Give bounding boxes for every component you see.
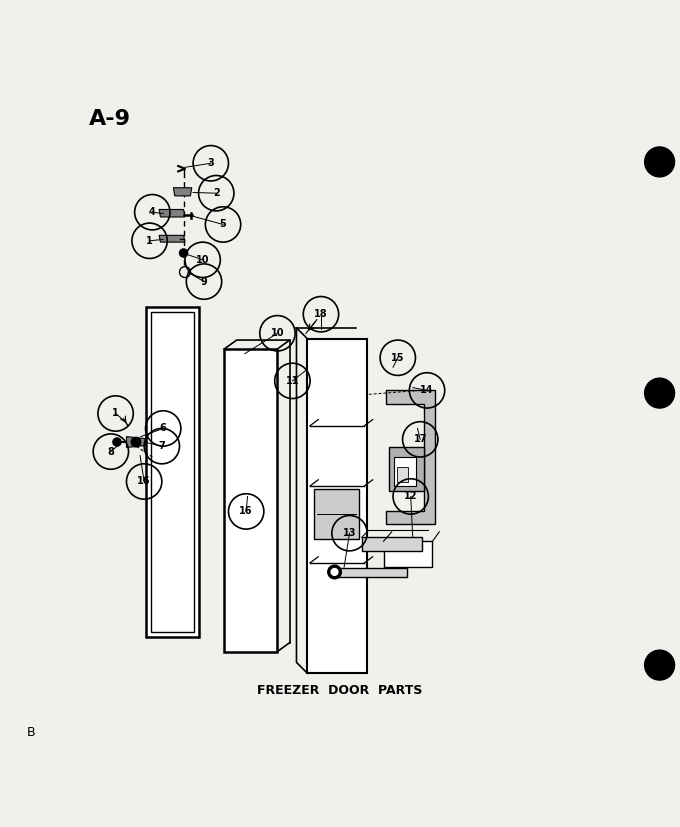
Text: 4: 4 [149,208,156,218]
Bar [389,447,424,491]
Circle shape [331,568,338,576]
Text: 1: 1 [112,409,119,418]
Text: 3: 3 [207,158,214,168]
Bar [394,457,416,485]
Text: 16: 16 [137,476,151,486]
Text: 9: 9 [201,276,207,287]
Text: 15: 15 [391,353,405,363]
Text: B: B [27,725,36,739]
Bar [146,307,199,637]
Bar [362,538,422,551]
Text: 6: 6 [160,423,167,433]
Bar [151,312,194,632]
Polygon shape [159,209,185,217]
Text: 5: 5 [220,219,226,229]
Bar [307,339,367,673]
Circle shape [645,650,675,680]
Polygon shape [173,188,192,196]
Polygon shape [386,390,435,523]
Bar [330,568,407,576]
Text: 8: 8 [107,447,114,457]
Bar [224,349,277,652]
Text: 10: 10 [271,328,284,338]
Circle shape [113,438,121,446]
Text: 12: 12 [404,491,418,501]
Text: 16: 16 [239,506,253,516]
Text: A-9: A-9 [88,109,131,129]
Text: 18: 18 [314,309,328,319]
Circle shape [645,378,675,408]
Circle shape [328,565,341,579]
Bar [314,490,359,539]
Circle shape [180,249,188,257]
Text: 17: 17 [413,434,427,444]
Text: 11: 11 [286,375,299,386]
Polygon shape [126,437,146,447]
Text: 2: 2 [213,189,220,198]
Text: FREEZER  DOOR  PARTS: FREEZER DOOR PARTS [257,684,423,697]
Circle shape [131,437,141,447]
Text: 10: 10 [196,255,209,265]
Circle shape [645,147,675,177]
Text: 1: 1 [146,236,153,246]
Bar [384,542,432,567]
Bar [397,466,408,481]
Text: 14: 14 [420,385,434,395]
Text: 13: 13 [343,528,356,538]
Polygon shape [159,236,185,242]
Text: 7: 7 [158,441,165,452]
